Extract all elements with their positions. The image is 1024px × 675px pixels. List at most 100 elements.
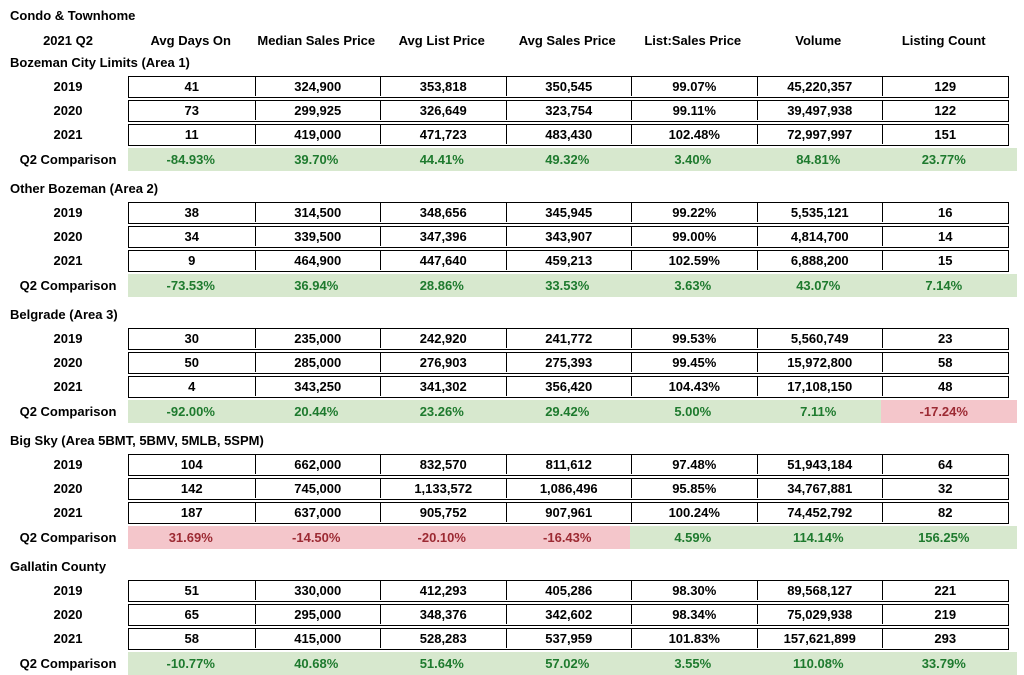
table-row: 2020 50 285,000 276,903 275,393 99.45% 15,972,… xyxy=(8,352,1024,374)
comparison-cell: 23.26% xyxy=(379,400,505,423)
row-cells: 50 285,000 276,903 275,393 99.45% 15,972,800 5… xyxy=(128,352,1009,374)
comparison-cell: -92.00% xyxy=(128,400,254,423)
year-label: 2020 xyxy=(53,481,83,496)
comparison-band-filler xyxy=(1006,274,1017,297)
comparison-cells: -92.00% 20.44% 23.26% 29.42% 5.00% 7.11% -17.2… xyxy=(128,400,1017,423)
table-section: Other Bozeman (Area 2) 2019 38 314,500 348,6… xyxy=(8,180,1024,297)
column-header: Listing Count xyxy=(901,33,986,48)
table-row: 2020 142 745,000 1,133,572 1,086,496 95.85% 34… xyxy=(8,478,1024,500)
row-cells: 38 314,500 348,656 345,945 99.22% 5,535,121 16 xyxy=(128,202,1009,224)
comparison-cell: -20.10% xyxy=(379,526,505,549)
comparison-cell: 33.79% xyxy=(881,652,1007,675)
value-cell: 326,649 xyxy=(380,101,506,120)
value-cell: 82 xyxy=(882,503,1008,522)
table-row: 2020 34 339,500 347,396 343,907 99.00% 4,814,7… xyxy=(8,226,1024,248)
comparison-cell: 3.40% xyxy=(630,148,756,171)
year-label: 2020 xyxy=(53,103,83,118)
column-header: Avg List Price xyxy=(398,33,485,48)
row-cells: 51 330,000 412,293 405,286 98.30% 89,568,127 2… xyxy=(128,580,1009,602)
comparison-cell: -16.43% xyxy=(504,526,630,549)
column-header: Avg Days On xyxy=(150,33,231,48)
value-cell: 15,972,800 xyxy=(756,353,883,372)
comparison-label: Q2 Comparison xyxy=(19,530,117,545)
value-cell: 89,568,127 xyxy=(756,581,883,600)
comparison-cell: 28.86% xyxy=(379,274,505,297)
value-cell: 58 xyxy=(184,631,199,646)
row-cells: 104 662,000 832,570 811,612 97.48% 51,943,184… xyxy=(128,454,1009,476)
year-label: 2021 xyxy=(53,253,83,268)
value-cell: 324,900 xyxy=(254,77,381,96)
comparison-cell: 40.68% xyxy=(253,652,379,675)
value-cell: 95.85% xyxy=(631,479,757,498)
comparison-label: Q2 Comparison xyxy=(19,656,117,671)
comparison-row: Q2 Comparison 31.69% -14.50% -20.10% -16.43%… xyxy=(8,526,1024,549)
value-cell: 219 xyxy=(882,605,1008,624)
value-cell: 832,570 xyxy=(380,455,506,474)
value-cell: 412,293 xyxy=(380,581,506,600)
value-cell: 356,420 xyxy=(505,377,632,396)
table-row: 2019 51 330,000 412,293 405,286 98.30% 89,568,… xyxy=(8,580,1024,602)
row-cells: 187 637,000 905,752 907,961 100.24% 74,452,79… xyxy=(128,502,1009,524)
table-row: 2021 11 419,000 471,723 483,430 102.48% 72,997… xyxy=(8,124,1024,146)
value-cell: 295,000 xyxy=(254,605,381,624)
row-cells: 34 339,500 347,396 343,907 99.00% 4,814,700 14 xyxy=(128,226,1009,248)
value-cell: 97.48% xyxy=(631,455,757,474)
comparison-cell: 23.77% xyxy=(881,148,1007,171)
value-cell: 242,920 xyxy=(380,329,506,348)
value-cell: 348,376 xyxy=(380,605,506,624)
comparison-row: Q2 Comparison -84.93% 39.70% 44.41% 49.32% 3.… xyxy=(8,148,1024,171)
comparison-label: Q2 Comparison xyxy=(19,278,117,293)
value-cell: 100.24% xyxy=(631,503,757,522)
column-header: Median Sales Price xyxy=(257,33,376,48)
value-cell: 50 xyxy=(184,355,199,370)
value-cell: 471,723 xyxy=(380,125,506,144)
section-title: Belgrade (Area 3) xyxy=(10,307,118,322)
value-cell: 343,250 xyxy=(254,377,381,396)
comparison-label: Q2 Comparison xyxy=(19,404,117,419)
value-cell: 9 xyxy=(188,253,196,268)
year-label: 2021 xyxy=(53,631,83,646)
value-cell: 6,888,200 xyxy=(756,251,883,270)
value-cell: 241,772 xyxy=(505,329,632,348)
row-cells: 11 419,000 471,723 483,430 102.48% 72,997,997… xyxy=(128,124,1009,146)
value-cell: 15 xyxy=(882,251,1008,270)
value-cell: 811,612 xyxy=(505,455,632,474)
value-cell: 64 xyxy=(882,455,1008,474)
year-label: 2021 xyxy=(53,127,83,142)
comparison-cell: 110.08% xyxy=(755,652,881,675)
value-cell: 30 xyxy=(184,331,199,346)
year-label: 2020 xyxy=(53,355,83,370)
row-cells: 73 299,925 326,649 323,754 99.11% 39,497,938 1… xyxy=(128,100,1009,122)
table-row: 2021 58 415,000 528,283 537,959 101.83% 157,62… xyxy=(8,628,1024,650)
value-cell: 65 xyxy=(184,607,199,622)
value-cell: 39,497,938 xyxy=(756,101,883,120)
comparison-label: Q2 Comparison xyxy=(19,152,117,167)
value-cell: 637,000 xyxy=(254,503,381,522)
value-cell: 221 xyxy=(882,581,1008,600)
value-cell: 99.53% xyxy=(631,329,757,348)
value-cell: 353,818 xyxy=(380,77,506,96)
value-cell: 129 xyxy=(882,77,1008,96)
comparison-cell: 44.41% xyxy=(379,148,505,171)
row-cells: 142 745,000 1,133,572 1,086,496 95.85% 34,767… xyxy=(128,478,1009,500)
value-cell: 341,302 xyxy=(380,377,506,396)
value-cell: 142 xyxy=(180,481,203,496)
year-label: 2020 xyxy=(53,229,83,244)
period-label: 2021 Q2 xyxy=(43,33,93,48)
table-sections: Bozeman City Limits (Area 1) 2019 41 324,90… xyxy=(8,54,1024,675)
year-label: 2019 xyxy=(53,583,83,598)
value-cell: 905,752 xyxy=(380,503,506,522)
value-cell: 51,943,184 xyxy=(756,455,883,474)
comparison-cell: 49.32% xyxy=(504,148,630,171)
table-row: 2020 65 295,000 348,376 342,602 98.34% 75,029,… xyxy=(8,604,1024,626)
value-cell: 276,903 xyxy=(380,353,506,372)
table-row: 2020 73 299,925 326,649 323,754 99.11% 39,497,… xyxy=(8,100,1024,122)
comparison-cell: 39.70% xyxy=(253,148,379,171)
value-cell: 58 xyxy=(882,353,1008,372)
comparison-cell: -10.77% xyxy=(128,652,254,675)
comparison-cell: 3.55% xyxy=(630,652,756,675)
section-title: Other Bozeman (Area 2) xyxy=(10,181,159,196)
year-label: 2020 xyxy=(53,607,83,622)
column-header: Volume xyxy=(795,33,842,48)
comparison-cells: -10.77% 40.68% 51.64% 57.02% 3.55% 110.08% 33.… xyxy=(128,652,1017,675)
